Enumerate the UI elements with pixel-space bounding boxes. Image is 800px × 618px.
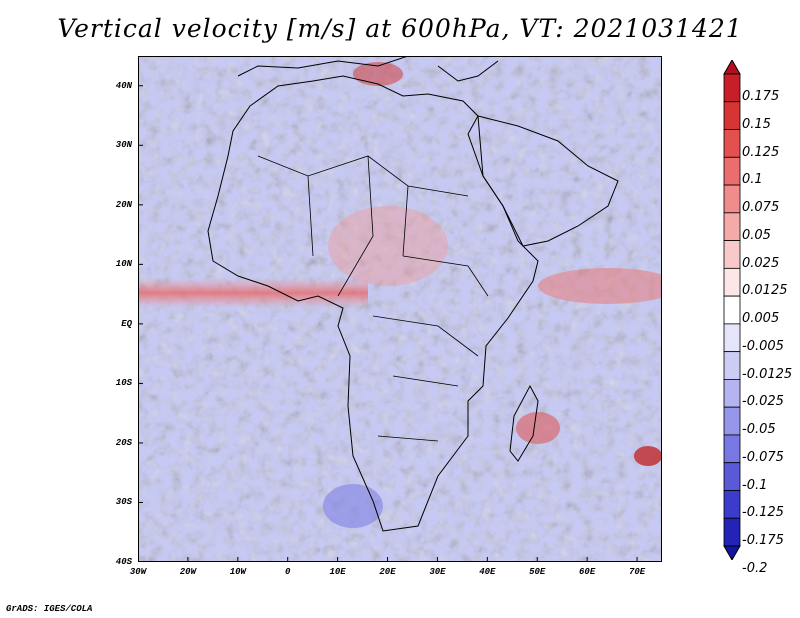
colorbar-segment bbox=[723, 184, 741, 214]
country-borders bbox=[257, 155, 489, 442]
itcz-band bbox=[138, 278, 368, 308]
colorbar-bottom-arrow bbox=[723, 545, 741, 560]
colorbar-label: -0.1 bbox=[742, 477, 768, 493]
lat-ticks bbox=[138, 85, 143, 562]
colorbar-segment bbox=[723, 323, 741, 353]
madagascar-coastline bbox=[509, 384, 539, 462]
europe-coastline bbox=[237, 56, 499, 82]
colorbar-label: -0.0125 bbox=[742, 366, 793, 382]
colorbar-label: 0.125 bbox=[742, 144, 780, 160]
colorbar-segment bbox=[723, 267, 741, 297]
lon-label: 20W bbox=[179, 567, 196, 577]
indian-ocean-ascent bbox=[538, 268, 662, 304]
colorbar-segment bbox=[723, 462, 741, 491]
colorbar-segment bbox=[723, 490, 741, 519]
cyclone-ascent bbox=[634, 446, 662, 466]
credit-text: GrADS: IGES/COLA bbox=[6, 604, 93, 614]
madagascar-ascent bbox=[516, 412, 560, 444]
lon-label: 60E bbox=[579, 567, 596, 577]
lat-label: 40N bbox=[115, 80, 132, 91]
lon-label: 30W bbox=[129, 567, 147, 577]
velocity-map bbox=[138, 56, 662, 562]
colorbar-label: -0.05 bbox=[742, 422, 776, 438]
colorbar-label: 0.025 bbox=[742, 255, 780, 271]
field-texture bbox=[138, 56, 662, 562]
colorbar bbox=[723, 60, 741, 560]
lat-label: 10S bbox=[115, 378, 132, 389]
colorbar-segment bbox=[723, 156, 741, 186]
lat-label: 10N bbox=[115, 259, 132, 270]
colorbar-label: -0.075 bbox=[742, 449, 784, 465]
lat-label: 30S bbox=[115, 497, 132, 508]
colorbar-label: 0.1 bbox=[742, 172, 763, 188]
lat-label: 30N bbox=[115, 140, 132, 151]
colorbar-label: 0.005 bbox=[742, 311, 780, 327]
colorbar-label: 0.15 bbox=[742, 116, 771, 132]
lat-label: 20N bbox=[115, 199, 132, 210]
colorbar-label: -0.025 bbox=[742, 394, 784, 410]
lat-label: EQ bbox=[121, 318, 132, 329]
arabia-coastline bbox=[477, 115, 619, 247]
lon-label: 50E bbox=[529, 567, 546, 577]
lon-label: 20E bbox=[379, 567, 396, 577]
colorbar-segment bbox=[723, 129, 741, 158]
lat-label: 40S bbox=[115, 557, 132, 567]
lon-ticks bbox=[138, 557, 638, 562]
colorbar-segment bbox=[723, 379, 741, 408]
lon-label: 10W bbox=[229, 567, 246, 577]
lon-label: 0 bbox=[285, 567, 291, 577]
colorbar-label: -0.005 bbox=[742, 338, 784, 354]
colorbar-segment bbox=[723, 240, 741, 269]
colorbar-segment bbox=[723, 295, 741, 325]
colorbar-segment bbox=[723, 434, 741, 464]
lon-label: 10E bbox=[329, 567, 346, 577]
colorbar-label: 0.175 bbox=[742, 89, 780, 104]
colorbar-label: 0.0125 bbox=[742, 283, 788, 299]
colorbar-label: 0.05 bbox=[742, 227, 771, 243]
colorbar-segment bbox=[723, 517, 741, 547]
colorbar-label: -0.2 bbox=[742, 561, 768, 576]
colorbar-segment bbox=[723, 351, 741, 380]
colorbar-top-arrow bbox=[723, 60, 741, 75]
lon-label: 30E bbox=[429, 567, 446, 577]
colorbar-segment bbox=[723, 406, 741, 436]
map-title: Vertical velocity [m/s] at 600hPa, VT: 2… bbox=[57, 14, 743, 43]
lat-label: 20S bbox=[115, 437, 132, 448]
lon-label: 40E bbox=[479, 567, 496, 577]
africa-coastline bbox=[207, 75, 539, 532]
southern-descent bbox=[323, 484, 383, 528]
colorbar-segment bbox=[723, 101, 741, 130]
mediterranean-ascent bbox=[353, 62, 403, 86]
colorbar-segment bbox=[723, 73, 741, 103]
sahara-ascent bbox=[328, 206, 448, 286]
colorbar-label: -0.125 bbox=[742, 505, 784, 521]
lon-label: 70E bbox=[628, 567, 646, 577]
colorbar-segment bbox=[723, 212, 741, 241]
colorbar-label: -0.175 bbox=[742, 533, 784, 549]
map-border bbox=[138, 56, 662, 562]
colorbar-label: 0.075 bbox=[742, 200, 780, 216]
